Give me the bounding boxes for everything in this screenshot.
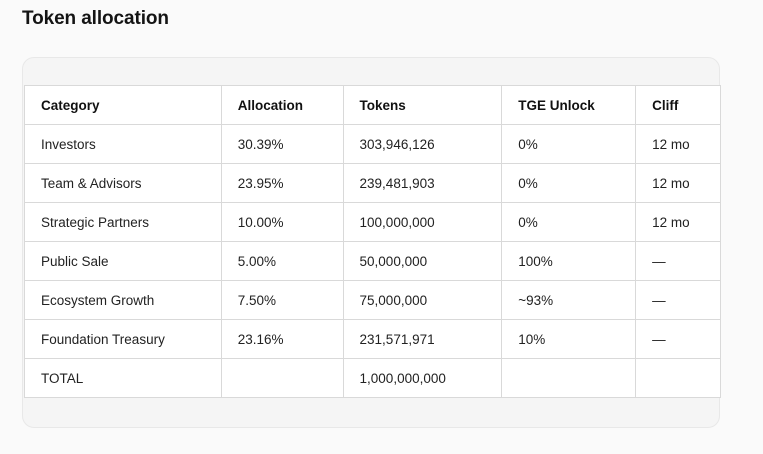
section-title: Token allocation [22, 8, 169, 29]
cell-cliff: 12 mo [635, 202, 721, 242]
cell-allocation: 5.00% [220, 241, 344, 281]
token-allocation-table: Category Allocation Tokens TGE Unlock Cl… [24, 85, 721, 398]
cell-tokens: 239,481,903 [342, 163, 503, 203]
cell-allocation: 10.00% [220, 202, 344, 242]
table-row: Team & Advisors 23.95% 239,481,903 0% 12… [24, 163, 721, 203]
cell-tokens: 303,946,126 [342, 124, 503, 164]
header-tokens: Tokens [342, 85, 503, 125]
cell-tge-unlock: ~93% [501, 280, 637, 320]
header-tge-unlock: TGE Unlock [501, 85, 637, 125]
cell-tge-unlock: 0% [501, 202, 637, 242]
cell-tge-unlock: 10% [501, 319, 637, 359]
table-row: Strategic Partners 10.00% 100,000,000 0%… [24, 202, 721, 242]
cell-tokens: 50,000,000 [342, 241, 503, 281]
cell-category: Foundation Treasury [24, 319, 222, 359]
cell-category: Public Sale [24, 241, 222, 281]
cell-tokens: 75,000,000 [342, 280, 503, 320]
cell-tokens: 231,571,971 [342, 319, 503, 359]
cell-cliff: 12 mo [635, 163, 721, 203]
cell-cliff: — [635, 319, 721, 359]
cell-cliff: 12 mo [635, 124, 721, 164]
header-category: Category [24, 85, 222, 125]
cell-cliff: — [635, 241, 721, 281]
header-cliff: Cliff [635, 85, 721, 125]
cell-tge-unlock [501, 358, 637, 398]
cell-allocation: 23.95% [220, 163, 344, 203]
cell-category: Investors [24, 124, 222, 164]
cell-tokens: 1,000,000,000 [342, 358, 503, 398]
table-total-row: TOTAL 1,000,000,000 [24, 358, 721, 398]
cell-cliff: — [635, 280, 721, 320]
table-row: Investors 30.39% 303,946,126 0% 12 mo [24, 124, 721, 164]
cell-tge-unlock: 100% [501, 241, 637, 281]
cell-allocation: 30.39% [220, 124, 344, 164]
table-row: Foundation Treasury 23.16% 231,571,971 1… [24, 319, 721, 359]
cell-category: Ecosystem Growth [24, 280, 222, 320]
table-header-row: Category Allocation Tokens TGE Unlock Cl… [24, 85, 721, 125]
header-allocation: Allocation [220, 85, 344, 125]
cell-cliff [635, 358, 721, 398]
cell-allocation [220, 358, 344, 398]
table-row: Ecosystem Growth 7.50% 75,000,000 ~93% — [24, 280, 721, 320]
cell-category: Team & Advisors [24, 163, 222, 203]
cell-category: Strategic Partners [24, 202, 222, 242]
table-card: Category Allocation Tokens TGE Unlock Cl… [22, 57, 721, 428]
cell-tge-unlock: 0% [501, 124, 637, 164]
table-row: Public Sale 5.00% 50,000,000 100% — [24, 241, 721, 281]
cell-allocation: 7.50% [220, 280, 344, 320]
cell-tge-unlock: 0% [501, 163, 637, 203]
cell-allocation: 23.16% [220, 319, 344, 359]
cell-category: TOTAL [24, 358, 222, 398]
cell-tokens: 100,000,000 [342, 202, 503, 242]
